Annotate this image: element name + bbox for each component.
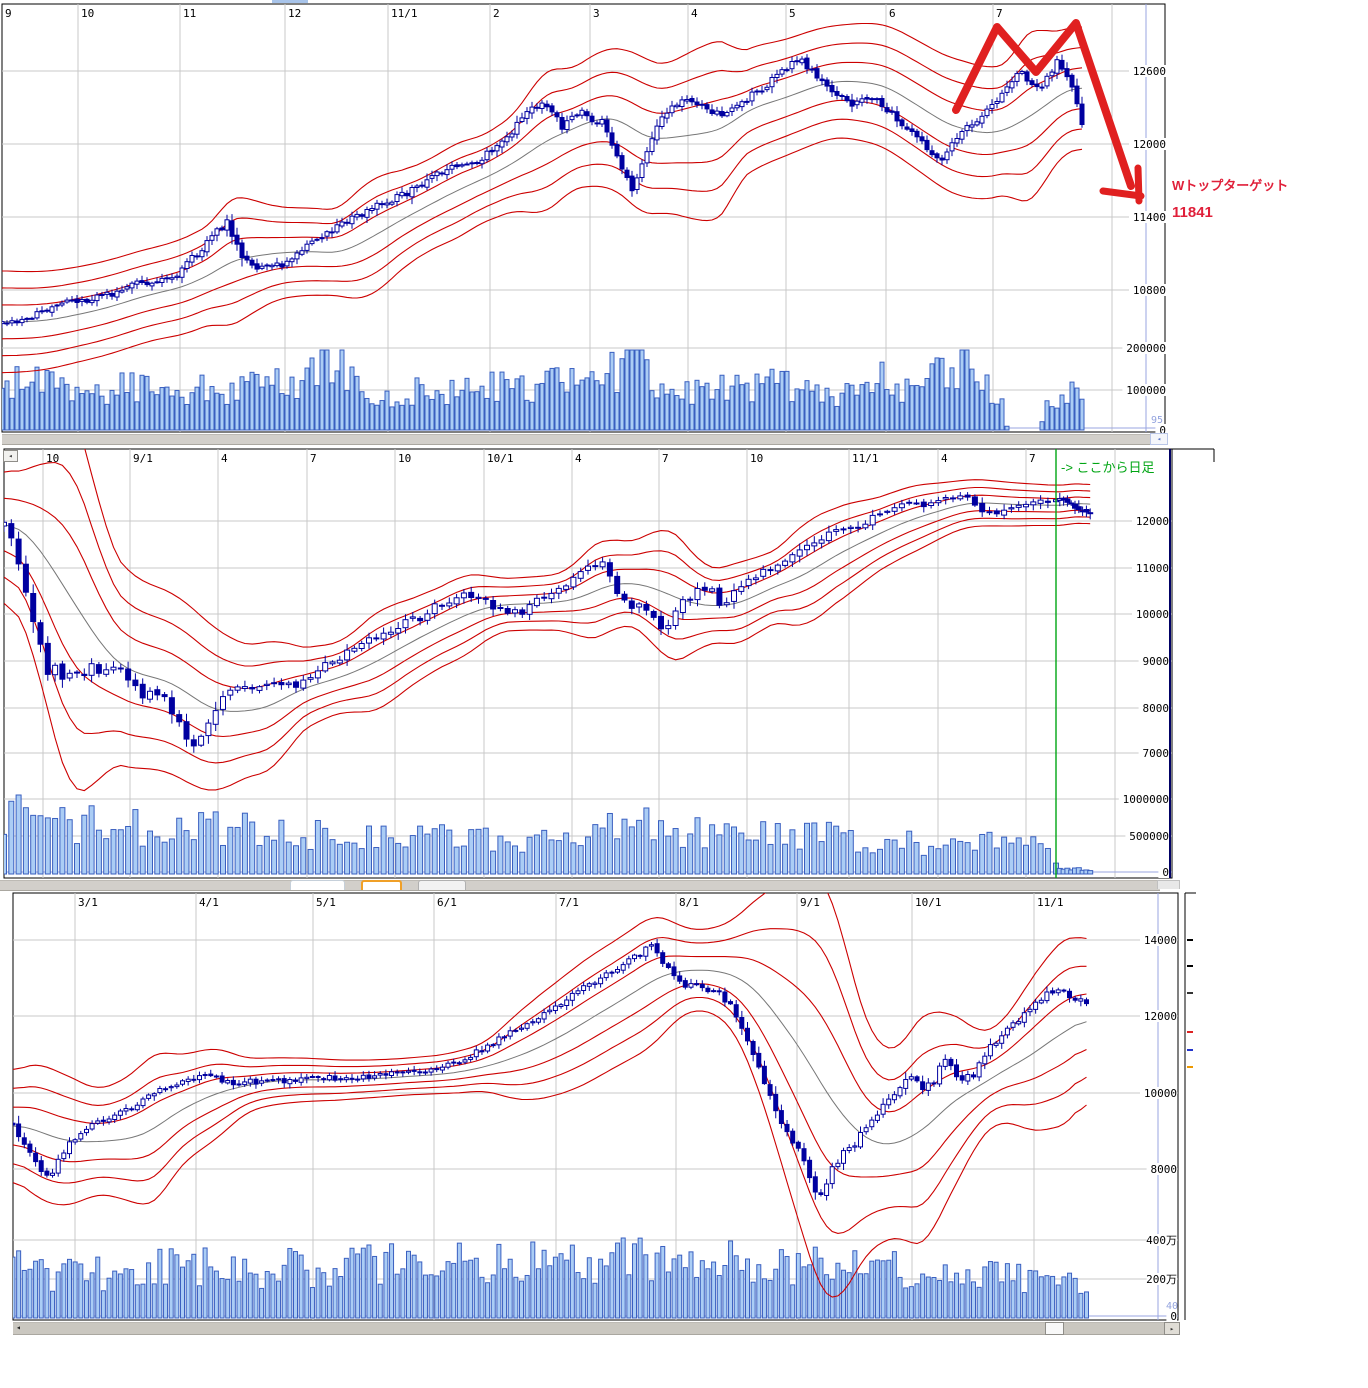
x-axis-label: 7 [996,7,1003,20]
y-axis-label: 12000 [1136,515,1169,528]
x-axis-label: 3 [593,7,600,20]
moving-average-line [2,80,1083,323]
y-axis-label: 10000 [1136,608,1169,621]
moving-average-line [13,969,1087,1145]
y-axis-label: 200000 [1126,342,1166,355]
x-axis-label: 3/1 [78,896,98,909]
x-axis-label: 9/1 [133,452,153,465]
y-axis-label: 11400 [1133,211,1166,224]
x-axis-label: 10 [46,452,59,465]
daily-from-here-note: -> ここから日足 [1061,460,1155,475]
x-axis-label: 4 [691,7,698,20]
x-axis-label: 7 [1029,452,1036,465]
y-axis-label: 11000 [1136,562,1169,575]
axis-labels: 10 9/1 4 7 10 10/1 4 7 10 11/1 4 7 12000 11000 10000 90… [46,452,1169,879]
x-axis-label: 10 [750,452,763,465]
y-axis-label: 8000 [1151,1163,1178,1176]
x-axis-label: 10/1 [487,452,514,465]
bottom-scrollbar-thumb[interactable] [1045,1322,1064,1335]
y-axis-label: 400万 [1146,1234,1177,1247]
axis-labels: 3/1 4/1 5/1 6/1 7/1 8/1 9/1 10/1 11/1 14000 12000 1… [78,896,1177,1323]
x-axis-label: 4 [941,452,948,465]
x-axis-label: 11/1 [852,452,879,465]
y-axis-label: 1000000 [1123,793,1169,806]
x-axis-label: 4/1 [199,896,219,909]
y-axis-label: 100000 [1126,384,1166,397]
cutoff-button-white[interactable] [290,880,345,890]
candles [4,492,1094,753]
y-axis-label: 8000 [1143,702,1170,715]
y-axis-label: 10800 [1133,284,1166,297]
candles [13,938,1089,1201]
panel-top: 9 10 11 12 11/1 2 3 4 5 6 7 12600 12000 11400 10800 200… [1,3,1166,437]
x-axis-label: 5 [789,7,796,20]
y-axis-label: 9000 [1143,655,1170,668]
x-axis-label: 11/1 [1037,896,1064,909]
x-axis-label: 9 [5,7,12,20]
top-scroll-right-piece[interactable]: ◂ [1150,433,1168,445]
panel-content [2,22,1085,431]
panel-content [13,893,1089,1319]
cutoff-button-orange[interactable] [361,880,402,890]
axis-labels: 9 10 11 12 11/1 2 3 4 5 6 7 12600 12000 11400 10800 200… [5,7,1166,437]
x-axis-label: 7 [662,452,669,465]
top-panel-scrollbar-track[interactable] [2,434,1150,445]
x-axis-label: 4 [221,452,228,465]
x-axis-label: 7/1 [559,896,579,909]
middle-panel-scrollbar-track[interactable] [0,880,1160,891]
panel-content [4,449,1094,875]
x-axis-label: 10 [81,7,94,20]
y-axis-label: 0 [1170,1310,1177,1323]
y-axis-label: 200万 [1146,1273,1177,1286]
window-chrome-sliver [272,0,308,3]
panel-bottom: 3/1 4/1 5/1 6/1 7/1 8/1 9/1 10/1 11/1 14000 12000 1… [12,892,1179,1323]
x-axis-label: 2 [493,7,500,20]
cutoff-button-gray[interactable] [418,880,466,890]
bollinger-bands [13,893,1087,1298]
candles [2,54,1085,329]
y-axis-label: 7000 [1143,747,1170,760]
y-axis-label: 0 [1159,424,1166,437]
bottom-scroll-left-arrow-icon[interactable]: ◂ [16,1323,21,1332]
y-axis-label: 0 [1162,866,1169,879]
y-axis-label: 12600 [1133,65,1166,78]
cursor-readout-bottom: 40 [1166,1301,1179,1312]
cutoff-piece-right [1157,880,1180,889]
volume-bars [2,349,1085,431]
x-axis-label: 11/1 [391,7,418,20]
bottom-panel-scrollbar-track[interactable] [13,1322,1178,1335]
w-top-target-value: 11841 [1172,204,1213,221]
volume-bars [4,794,1094,875]
panel-middle: 10 9/1 4 7 10 10/1 4 7 10 11/1 4 7 12000 11000 10000 90… [3,448,1173,879]
clipped-window-fragments [1172,448,1215,1320]
bollinger-bands [4,449,1091,792]
middle-panel-scroll-left-arrow[interactable]: ◂ [3,450,18,462]
volume-bars [13,1237,1089,1319]
y-axis-label: 500000 [1129,830,1169,843]
moving-average-line [4,502,1091,712]
y-axis-label: 12000 [1144,1010,1177,1023]
x-axis-label: 10/1 [915,896,942,909]
x-axis-label: 4 [575,452,582,465]
y-axis-label: 14000 [1144,934,1177,947]
w-top-target-label: Wトップターゲット [1172,178,1289,193]
x-axis-label: 6/1 [437,896,457,909]
x-axis-label: 6 [889,7,896,20]
bottom-scroll-right-arrow[interactable]: ▸ [1164,1322,1180,1335]
x-axis-label: 8/1 [679,896,699,909]
x-axis-label: 9/1 [800,896,820,909]
y-axis-label: 12000 [1133,138,1166,151]
w-top-arrow-drawing [952,19,1145,205]
grid [13,893,1178,1320]
panel-frame [1,3,1166,433]
x-axis-label: 12 [288,7,301,20]
cursor-readout-top: 95 [1151,415,1164,426]
x-axis-label: 5/1 [316,896,336,909]
y-axis-label: 10000 [1144,1087,1177,1100]
x-axis-label: 7 [310,452,317,465]
x-axis-label: 11 [183,7,196,20]
x-axis-label: 10 [398,452,411,465]
